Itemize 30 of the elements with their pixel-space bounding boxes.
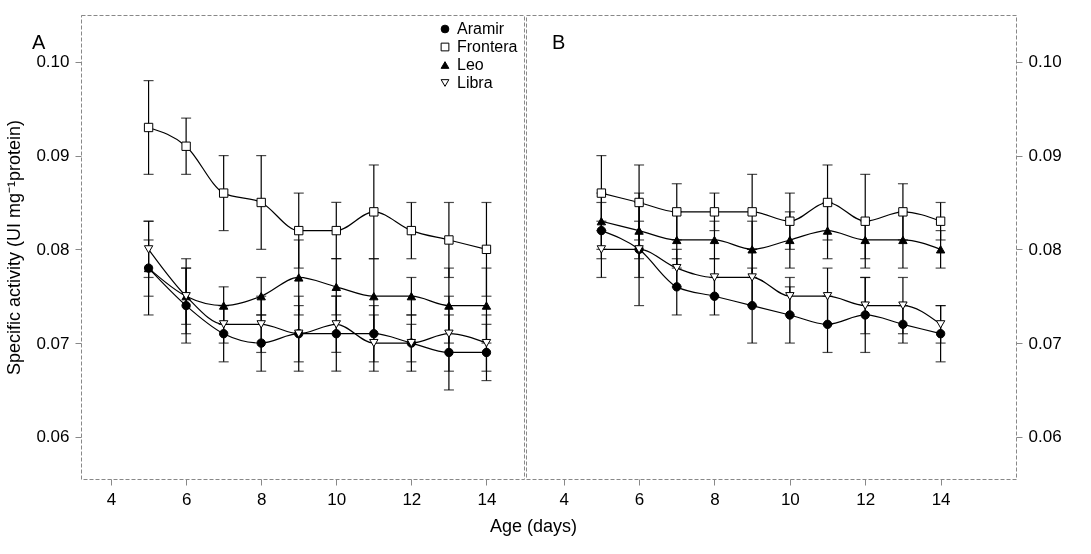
legend-label: Aramir <box>457 20 505 37</box>
y-tick-label: 0.09 <box>36 146 70 166</box>
y-tick-label: 0.10 <box>36 52 70 72</box>
y-tick-label: 0.07 <box>36 333 70 353</box>
x-tick-label: 4 <box>559 489 569 509</box>
x-tick-label: 10 <box>780 489 800 509</box>
x-tick-label: 10 <box>327 489 347 509</box>
x-tick-label: 6 <box>181 489 192 509</box>
text: B <box>552 31 566 53</box>
legend-label: Leo <box>457 56 484 73</box>
y-tick-label: 0.07 <box>1028 333 1062 353</box>
x-axis-title: Age (days) <box>489 515 578 536</box>
x-tick-label: 14 <box>477 489 497 509</box>
y-tick-label: 0.06 <box>1028 427 1062 447</box>
x-tick-label: 8 <box>710 489 720 509</box>
y-tick-label: 0.06 <box>36 427 70 447</box>
x-tick-label: 12 <box>856 489 876 509</box>
x-tick-label: 12 <box>402 489 422 509</box>
x-tick-label: 6 <box>634 489 645 509</box>
y-axis-title: Specific activity (UI mg⁻¹protein) <box>4 119 25 376</box>
legend-label: Frontera <box>457 38 518 55</box>
legend-label: Libra <box>457 74 493 91</box>
y-tick-label: 0.10 <box>1028 52 1062 72</box>
x-tick-label: 14 <box>931 489 951 509</box>
x-tick-label: 8 <box>256 489 267 509</box>
y-tick-label: 0.08 <box>36 239 70 259</box>
y-tick-label: 0.09 <box>1028 146 1062 166</box>
x-tick-label: 4 <box>106 489 117 509</box>
y-tick-label: 0.08 <box>1028 239 1062 259</box>
text: A <box>31 31 46 53</box>
